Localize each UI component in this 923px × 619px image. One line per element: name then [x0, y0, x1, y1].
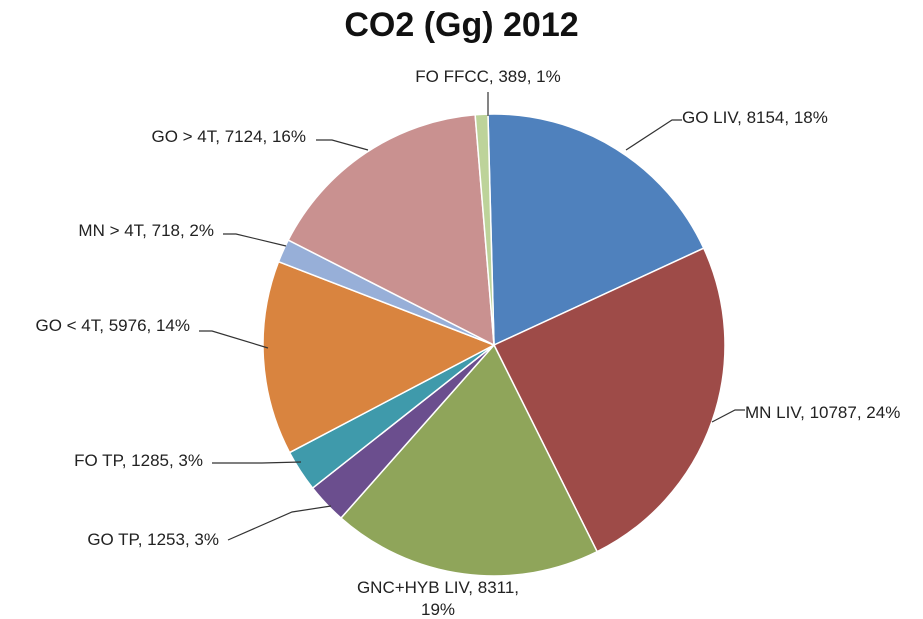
data-label-line: GO > 4T, 7124, 16%: [151, 127, 306, 146]
leader-line: [212, 461, 302, 464]
leader-line: [199, 330, 269, 349]
leader-line: [227, 505, 332, 541]
data-label: GO < 4T, 5976, 14%: [35, 316, 190, 335]
leader-line: [711, 409, 745, 423]
data-label-line: FO TP, 1285, 3%: [74, 451, 203, 470]
data-label: GNC+HYB LIV, 8311, 19%: [357, 578, 519, 619]
data-label: MN LIV, 10787, 24%: [745, 403, 900, 422]
data-label-line: GNC+HYB LIV, 8311,: [357, 578, 519, 597]
data-label: GO TP, 1253, 3%: [87, 530, 219, 549]
data-label: FO TP, 1285, 3%: [74, 451, 203, 470]
data-label-line: GO < 4T, 5976, 14%: [35, 316, 190, 335]
data-label: GO > 4T, 7124, 16%: [151, 127, 306, 146]
data-label: GO LIV, 8154, 18%: [682, 108, 828, 127]
leader-line: [316, 139, 369, 151]
pie-slice-go-liv: [487, 113, 705, 347]
data-label: FO FFCC, 389, 1%: [415, 67, 560, 86]
pie-slice-go-4t: [287, 113, 495, 347]
data-label-line: GO TP, 1253, 3%: [87, 530, 219, 549]
pie-slice-go-4t: [262, 260, 496, 454]
data-label: MN > 4T, 718, 2%: [78, 221, 214, 240]
pie-slices: [262, 113, 726, 577]
data-labels: GO LIV, 8154, 18% MN LIV, 10787, 24% GNC+H…: [35, 67, 900, 619]
data-label-line: 19%: [421, 600, 455, 619]
leader-line: [625, 119, 682, 151]
data-label-line: GO LIV, 8154, 18%: [682, 108, 828, 127]
data-label-line: FO FFCC, 389, 1%: [415, 67, 560, 86]
data-label-line: MN > 4T, 718, 2%: [78, 221, 214, 240]
data-label-line: MN LIV, 10787, 24%: [745, 403, 900, 422]
leader-lines: [199, 92, 745, 541]
leader-line: [223, 233, 287, 247]
chart-title: CO2 (Gg) 2012: [344, 6, 579, 44]
pie-slice-gnc-hyb-liv: [339, 343, 599, 577]
